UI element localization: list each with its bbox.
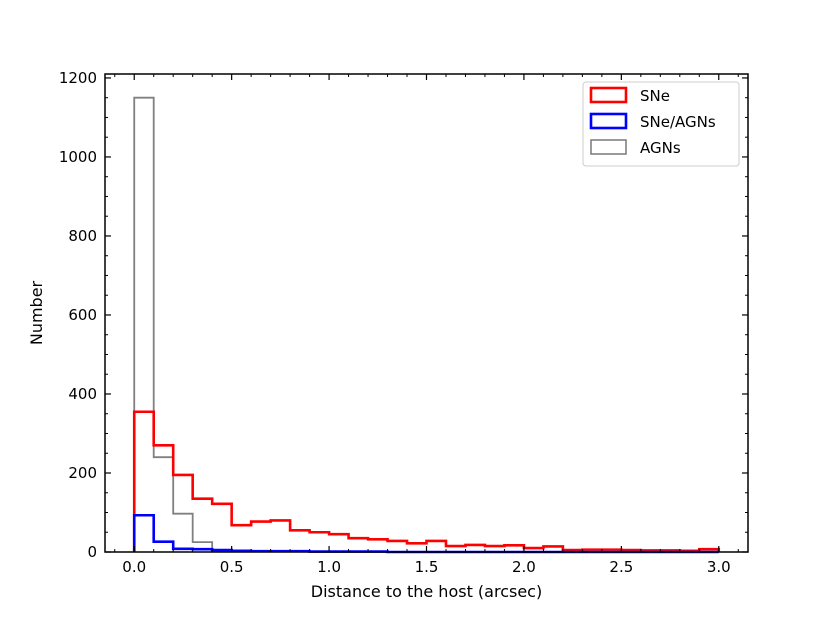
legend-swatch xyxy=(589,86,628,104)
x-tick-label: 3.0 xyxy=(707,558,731,576)
x-tick-label: 2.5 xyxy=(609,558,633,576)
y-tick-label: 1200 xyxy=(59,69,97,87)
x-tick-label: 0.5 xyxy=(220,558,244,576)
y-tick-label: 0 xyxy=(87,543,97,561)
y-tick-label: 1000 xyxy=(59,148,97,166)
legend-label: SNe/AGNs xyxy=(640,113,716,131)
y-axis-label: Number xyxy=(27,280,46,345)
y-tick-label: 400 xyxy=(68,385,97,403)
legend: SNe SNe/AGNs AGNs xyxy=(582,81,740,167)
y-tick-label: 800 xyxy=(68,227,97,245)
x-tick-label: 2.0 xyxy=(512,558,536,576)
legend-swatch xyxy=(590,139,627,155)
series-sne-step xyxy=(132,410,721,553)
y-tick-label: 600 xyxy=(68,306,97,324)
x-tick-label: 1.0 xyxy=(317,558,341,576)
y-tick-label: 200 xyxy=(68,464,97,482)
x-tick-label: 0.0 xyxy=(122,558,146,576)
axis-ticks: 0.0 0.5 1.0 1.5 2.0 2.5 3.0 0 200 400 600 800 1000 12… xyxy=(59,69,748,576)
x-tick-label: 1.5 xyxy=(415,558,439,576)
legend-label: SNe xyxy=(640,87,670,105)
x-axis-label: Distance to the host (arcsec) xyxy=(311,582,542,601)
legend-label: AGNs xyxy=(640,139,681,157)
legend-swatch xyxy=(589,112,628,130)
